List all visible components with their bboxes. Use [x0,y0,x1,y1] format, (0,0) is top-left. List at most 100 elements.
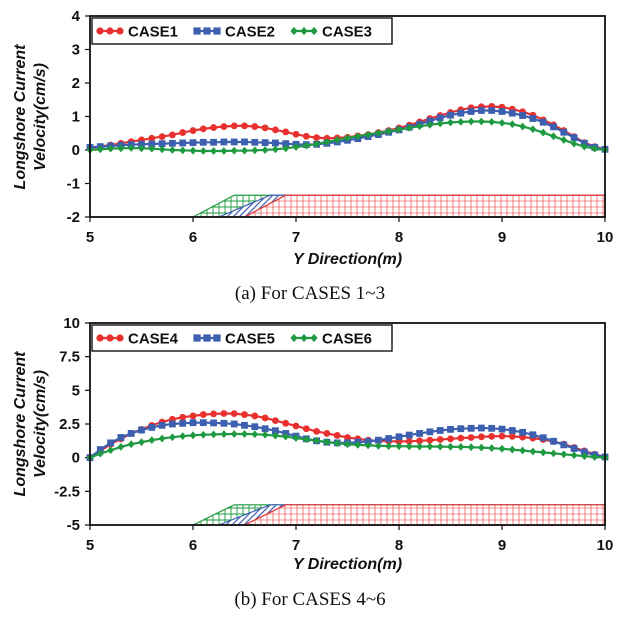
data-point [107,446,114,455]
data-point [436,114,444,122]
data-point [488,424,496,432]
data-point [529,115,537,122]
data-point [199,147,207,155]
chart-a-svg: -2 -1 0 1 2 3 4 5 6 7 8 9 10 CASE1 CASE2 CASE3 Longshore… [12,8,614,268]
data-point [261,124,269,132]
data-point [189,412,197,420]
data-point [416,442,423,451]
data-point [213,334,221,342]
x-axis-label: Y Direction(m) [293,556,402,573]
data-point [570,139,578,148]
data-point [261,425,269,433]
data-point [220,123,228,130]
data-point [570,451,578,460]
y-axis-label: Longshore Current Velocity(cm/s) [12,44,49,190]
x-tick-label: 10 [597,537,614,554]
data-point [467,108,475,115]
data-point [213,27,221,35]
data-point [148,144,156,153]
data-point [189,139,197,147]
data-point [251,412,259,420]
data-point [457,442,465,451]
y-tick-label: 7.5 [59,349,80,366]
data-point [230,410,238,418]
data-point [210,138,217,146]
data-point [375,129,382,137]
data-point [323,438,331,446]
data-point [189,419,197,427]
data-point [210,410,218,418]
data-point [313,436,320,445]
data-point [519,446,526,455]
data-point [436,442,444,451]
data-point [241,122,248,130]
data-point [251,423,259,431]
data-point [560,441,568,449]
y-tick-label: 2 [72,75,80,92]
data-point [261,414,269,422]
data-point [426,120,434,129]
data-point [478,443,485,452]
data-point [220,147,228,155]
data-point [179,139,187,147]
y-tick-label: 0 [72,142,80,159]
plot-frame [89,322,606,526]
x-tick-label: 10 [597,229,614,246]
data-point [539,118,547,126]
y-tick-label: 0 [72,450,80,467]
data-point [395,125,403,134]
data-point [203,334,211,342]
data-point [220,419,228,427]
data-point [199,419,207,427]
data-point [436,427,444,434]
data-point [272,145,279,154]
data-point [447,111,454,119]
data-point [447,435,454,443]
data-point [508,445,516,454]
data-point [467,424,475,432]
data-point [189,127,197,134]
data-point [529,447,537,456]
legend-box [91,17,393,45]
data-point [385,127,393,136]
data-point [107,439,114,447]
data-point [230,138,238,146]
data-point [179,129,187,136]
x-tick-label: 6 [189,229,197,246]
data-point [220,138,228,146]
data-point [138,140,145,148]
data-point [478,424,485,432]
data-point [508,432,516,440]
data-point [261,139,269,147]
data-point [457,109,465,117]
data-point [467,443,475,452]
data-point [333,432,341,439]
data-point [116,334,124,342]
data-point [457,117,465,126]
bathymetry-slope-1 [244,194,606,218]
y-tick-label: 1 [72,109,80,126]
data-point [323,430,331,437]
data-point [148,134,156,142]
x-tick-label: 8 [395,537,403,554]
x-tick-label: 5 [86,229,94,246]
data-point [313,428,320,435]
x-tick-label: 6 [189,537,197,554]
data-point [138,144,145,153]
data-point [385,442,393,450]
data-point [261,430,269,439]
data-point [313,134,320,142]
data-point [416,437,423,445]
data-point [210,124,218,131]
data-point [478,433,485,441]
data-point [519,122,526,131]
data-point [199,138,207,146]
data-point [179,419,187,427]
data-point [447,442,454,451]
data-point [106,334,114,342]
y-axis-label-line2: Velocity(cm/s) [32,370,49,478]
data-point [179,146,187,155]
data-point [395,433,403,441]
data-point [344,134,351,142]
data-point [272,427,279,435]
